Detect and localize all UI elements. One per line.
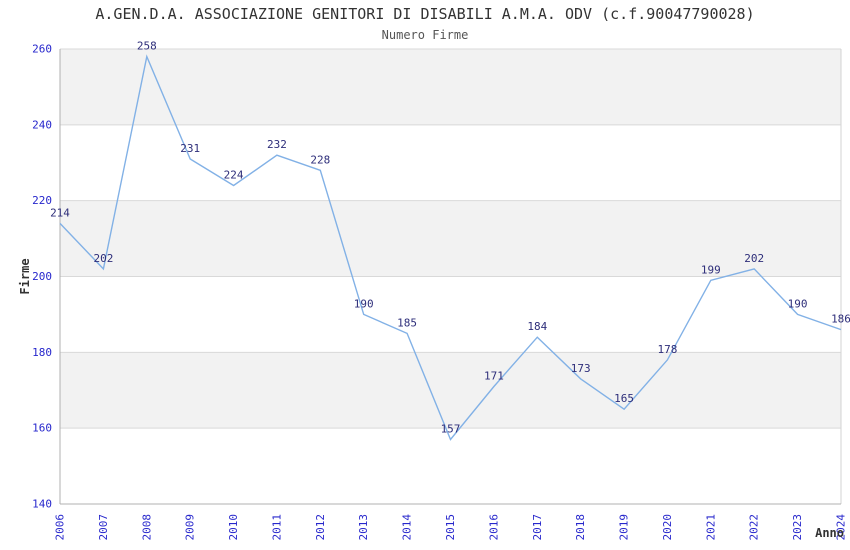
x-tick-label: 2015 (444, 514, 457, 541)
data-label: 165 (614, 392, 634, 405)
x-tick-label: 2012 (314, 514, 327, 541)
y-axis-title: Firme (18, 258, 32, 294)
x-tick-label: 2006 (54, 514, 67, 541)
data-label: 171 (484, 370, 504, 383)
x-tick-label: 2013 (357, 514, 370, 541)
data-label: 173 (571, 362, 591, 375)
chart-subtitle: Numero Firme (381, 28, 469, 42)
x-tick-label: 2007 (97, 514, 110, 541)
data-label: 202 (744, 252, 764, 265)
x-tick-label: 2022 (748, 514, 761, 541)
x-tick-label: 2008 (140, 514, 153, 541)
data-label: 185 (397, 316, 417, 329)
data-label: 178 (657, 343, 677, 356)
data-label: 184 (527, 320, 547, 333)
data-label: 202 (93, 252, 113, 265)
y-tick-label: 180 (32, 346, 52, 359)
x-tick-label: 2024 (835, 514, 848, 541)
data-label: 214 (50, 206, 70, 219)
data-label: 157 (441, 423, 461, 436)
y-tick-label: 260 (32, 43, 52, 56)
y-tick-label: 220 (32, 194, 52, 207)
y-tick-label: 240 (32, 118, 52, 131)
x-tick-label: 2021 (704, 514, 717, 541)
x-tick-label: 2010 (227, 514, 240, 541)
y-tick-label: 140 (32, 498, 52, 511)
data-label: 190 (354, 297, 374, 310)
series-line (59, 54, 842, 441)
x-tick-label: 2023 (791, 514, 804, 541)
x-tick-label: 2014 (401, 514, 414, 541)
data-label: 190 (788, 297, 808, 310)
data-label: 232 (267, 138, 287, 151)
x-tick-label: 2011 (270, 514, 283, 541)
x-tick-label: 2018 (574, 514, 587, 541)
x-axis-title: Anno (815, 526, 844, 540)
data-label: 224 (224, 169, 244, 182)
data-label: 258 (137, 40, 157, 53)
x-tick-label: 2020 (661, 514, 674, 541)
y-tick-label: 200 (32, 270, 52, 283)
x-tick-label: 2009 (184, 514, 197, 541)
plot-band (60, 49, 841, 125)
chart-title: A.GEN.D.A. ASSOCIAZIONE GENITORI DI DISA… (95, 5, 755, 23)
plot-band (60, 352, 841, 429)
x-tick-label: 2019 (618, 514, 631, 541)
x-tick-label: 2016 (487, 514, 500, 541)
data-label: 199 (701, 263, 721, 276)
plot-band (60, 200, 841, 277)
x-tick-label: 2017 (531, 514, 544, 541)
data-label: 228 (310, 153, 330, 166)
data-label: 231 (180, 142, 200, 155)
data-label: 186 (831, 313, 850, 326)
y-tick-label: 160 (32, 422, 52, 435)
